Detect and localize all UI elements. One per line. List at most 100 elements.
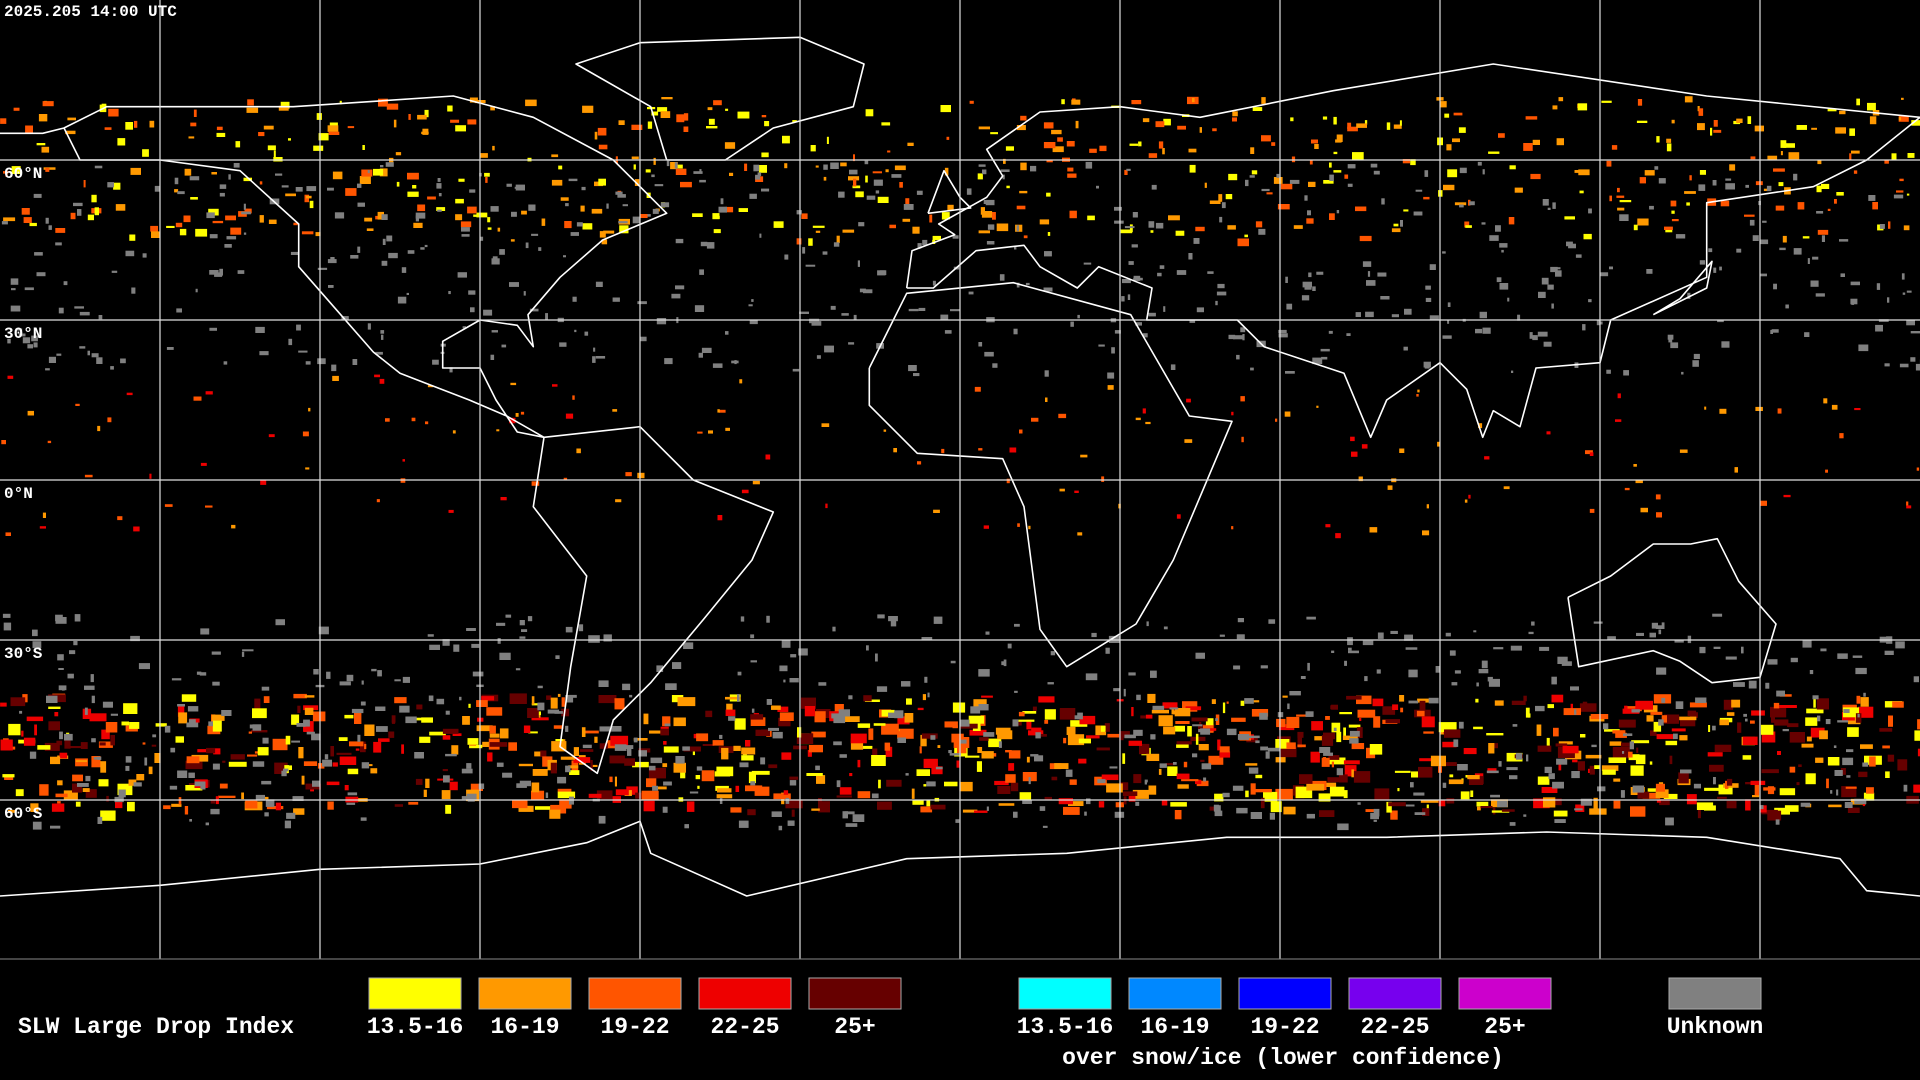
cloud-pixel	[899, 182, 903, 188]
cloud-pixel	[998, 741, 1002, 748]
cloud-pixel	[326, 781, 340, 786]
cloud-pixel	[395, 152, 402, 156]
cloud-pixel	[154, 753, 161, 763]
cloud-pixel	[853, 154, 855, 162]
cloud-pixel	[1858, 771, 1868, 778]
cloud-pixel	[1726, 712, 1735, 716]
cloud-pixel	[1333, 170, 1342, 173]
cloud-pixel	[208, 721, 213, 727]
cloud-pixel	[831, 713, 842, 719]
cloud-pixel	[1438, 722, 1457, 733]
cloud-pixel	[65, 130, 76, 135]
legend-label: 22-25	[710, 1014, 779, 1040]
cloud-pixel	[1423, 361, 1431, 368]
cloud-pixel	[1488, 151, 1500, 154]
cloud-pixel	[1725, 178, 1732, 181]
cloud-pixel	[1276, 718, 1286, 728]
cloud-pixel	[1812, 695, 1819, 700]
cloud-pixel	[739, 762, 749, 768]
cloud-pixel	[1399, 695, 1405, 702]
cloud-pixel	[859, 745, 873, 749]
cloud-pixel	[191, 754, 209, 762]
cloud-pixel	[94, 165, 103, 169]
cloud-pixel	[497, 227, 501, 232]
cloud-pixel	[1348, 647, 1352, 651]
cloud-pixel	[462, 716, 470, 725]
cloud-pixel	[592, 764, 598, 767]
cloud-pixel	[950, 660, 956, 664]
cloud-pixel	[1750, 780, 1766, 785]
cloud-pixel	[1840, 273, 1845, 277]
cloud-pixel	[1636, 120, 1648, 123]
cloud-pixel	[619, 225, 629, 234]
cloud-pixel	[810, 145, 816, 152]
cloud-pixel	[1879, 728, 1893, 732]
cloud-pixel	[1096, 185, 1099, 189]
cloud-pixel	[1725, 780, 1729, 789]
cloud-pixel	[445, 710, 450, 715]
cloud-pixel	[1707, 752, 1723, 757]
cloud-pixel	[808, 744, 823, 753]
cloud-pixel	[1151, 709, 1169, 714]
cloud-pixel	[797, 727, 802, 738]
cloud-pixel	[130, 167, 141, 175]
cloud-pixel	[1030, 165, 1037, 172]
cloud-pixel	[1413, 792, 1425, 796]
cloud-pixel	[212, 681, 220, 686]
cloud-pixel	[75, 403, 80, 406]
cloud-pixel	[1119, 782, 1129, 791]
cloud-pixel	[377, 211, 384, 220]
cloud-pixel	[1195, 733, 1199, 745]
cloud-pixel	[979, 737, 989, 741]
cloud-pixel	[1546, 431, 1551, 435]
cloud-pixel	[546, 695, 552, 700]
cloud-pixel	[1353, 771, 1371, 783]
cloud-pixel	[1863, 792, 1875, 801]
cloud-pixel	[0, 702, 7, 707]
cloud-pixel	[1306, 218, 1314, 224]
cloud-pixel	[1856, 98, 1860, 106]
cloud-pixel	[531, 233, 539, 236]
cloud-pixel	[708, 430, 713, 434]
cloud-pixel	[1213, 805, 1221, 812]
cloud-pixel	[999, 274, 1005, 281]
cloud-pixel	[1446, 144, 1452, 151]
cloud-pixel	[1811, 127, 1817, 130]
cloud-pixel	[1770, 706, 1787, 718]
cloud-pixel	[1582, 324, 1586, 331]
cloud-pixel	[55, 242, 62, 246]
cloud-pixel	[785, 797, 790, 804]
coastline	[63, 95, 668, 439]
cloud-pixel	[598, 144, 608, 150]
cloud-pixel	[878, 779, 881, 789]
cloud-pixel	[1807, 258, 1810, 264]
cloud-pixel	[1855, 667, 1867, 675]
cloud-pixel	[1187, 726, 1192, 737]
cloud-pixel	[339, 756, 357, 765]
cloud-pixel	[519, 636, 526, 639]
cloud-pixel	[1296, 714, 1312, 717]
cloud-pixel	[57, 801, 61, 804]
legend-swatch	[588, 977, 682, 1010]
cloud-pixel	[105, 722, 118, 733]
cloud-pixel	[741, 489, 749, 494]
cloud-pixel	[1237, 238, 1249, 247]
cloud-pixel	[842, 811, 848, 819]
cloud-pixel	[247, 754, 258, 757]
cloud-pixel	[520, 411, 525, 415]
cloud-pixel	[1426, 504, 1429, 509]
cloud-pixel	[1209, 200, 1221, 204]
cloud-pixel	[1205, 718, 1214, 726]
cloud-pixel	[1566, 241, 1573, 247]
cloud-pixel	[745, 785, 763, 792]
cloud-pixel	[1113, 688, 1120, 692]
cloud-pixel	[643, 713, 649, 725]
cloud-pixel	[1228, 173, 1238, 181]
cloud-pixel	[593, 347, 596, 352]
cloud-pixel	[598, 815, 606, 824]
cloud-pixel	[1588, 299, 1592, 303]
cloud-pixel	[1779, 788, 1796, 796]
cloud-pixel	[421, 717, 433, 723]
cloud-pixel	[978, 230, 990, 234]
cloud-pixel	[458, 178, 465, 182]
